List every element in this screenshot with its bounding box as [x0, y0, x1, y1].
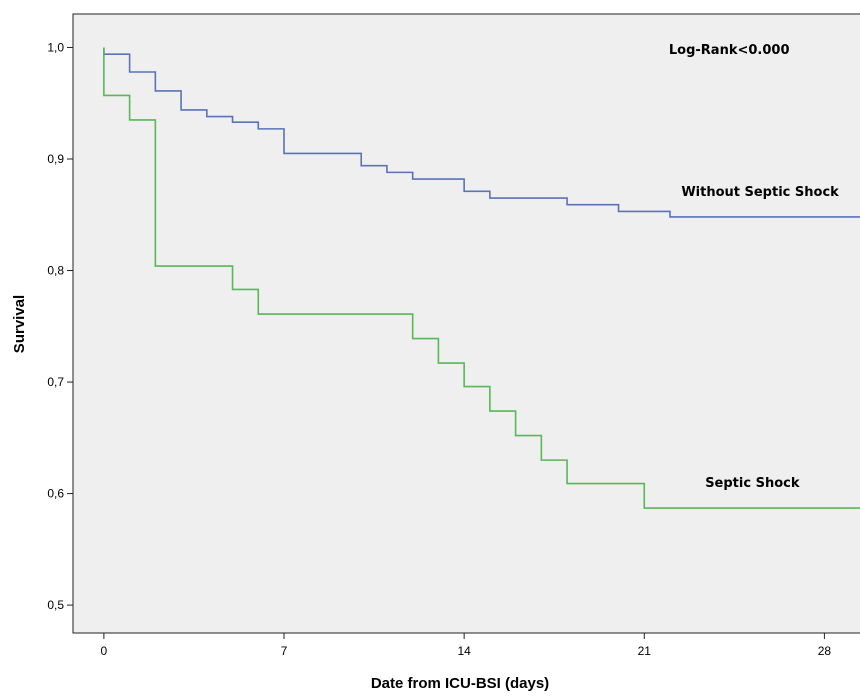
y-tick-label: 0,6: [47, 487, 64, 501]
x-tick-label: 7: [281, 644, 288, 658]
y-tick-label: 0,9: [47, 152, 64, 166]
plot-area: [72, 13, 860, 634]
y-axis: 0,5 0,6 0,7 0,8 0,9 1,0: [47, 40, 73, 612]
survival-curve-septic-shock: [103, 47, 860, 509]
y-tick-label: 0,5: [47, 598, 64, 612]
x-axis-title: Date from ICU-BSI (days): [371, 675, 549, 692]
survival-curve-without-septic-shock: [103, 47, 860, 218]
y-tick-label: 0,7: [47, 375, 64, 389]
y-tick-label: 1,0: [47, 40, 64, 54]
annotation-label: Without Septic Shock: [681, 185, 839, 200]
series-layer: [103, 47, 860, 509]
x-tick-label: 28: [818, 644, 832, 658]
x-tick-label: 21: [638, 644, 652, 658]
x-axis: 0 7 14 21 28: [101, 633, 832, 658]
annotation-label: Septic Shock: [705, 476, 800, 491]
annotation-label: Log-Rank<0.000: [669, 43, 790, 58]
y-axis-title: Survival: [11, 295, 28, 353]
y-tick-label: 0,8: [47, 264, 64, 278]
x-tick-label: 14: [457, 644, 471, 658]
annotation-layer: Log-Rank<0.000 Without Septic Shock Septic…: [669, 43, 839, 491]
x-tick-label: 0: [101, 644, 108, 658]
